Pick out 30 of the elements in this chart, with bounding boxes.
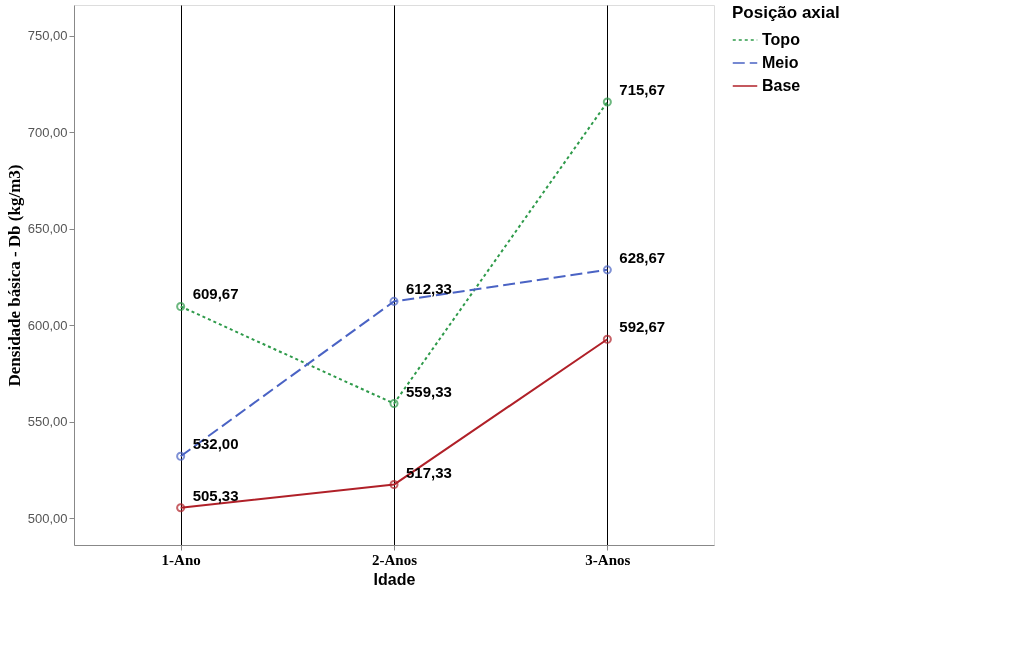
- x-tick-label: 3-Anos: [585, 551, 631, 568]
- data-label: 592,67: [619, 318, 666, 336]
- y-axis-title: Densidade básica - Db (kg/m3): [4, 164, 24, 387]
- x-axis-title: Idade: [373, 570, 416, 588]
- data-label: 612,33: [406, 280, 452, 298]
- point: [176, 301, 186, 312]
- x-tick-label: 2-Anos: [371, 551, 418, 568]
- y-tick-label: 700,00: [27, 124, 68, 140]
- y-tick-label: 750,00: [27, 28, 68, 44]
- point: [389, 480, 399, 490]
- point: [602, 265, 612, 275]
- y-tick-label: 600,00: [27, 317, 68, 333]
- point: [602, 97, 612, 107]
- legend-label: Topo: [762, 31, 801, 48]
- data-label: 715,67: [619, 81, 666, 99]
- legend-label: Base: [762, 77, 801, 94]
- data-label: 628,67: [619, 248, 666, 266]
- y-tick-label: 550,00: [27, 414, 68, 430]
- x-tick-label: 1-Ano: [161, 551, 201, 568]
- point: [176, 451, 186, 461]
- point: [389, 399, 399, 409]
- data-label: 559,33: [406, 382, 452, 400]
- legend-label: Meio: [762, 54, 799, 71]
- data-label: 609,67: [192, 285, 239, 303]
- data-label: 532,00: [192, 435, 239, 453]
- data-label: 505,33: [192, 486, 239, 504]
- legend-title: Posição axial: [732, 3, 840, 22]
- y-tick-label: 500,00: [27, 510, 68, 526]
- y-tick-label: 650,00: [27, 221, 68, 237]
- point: [389, 296, 399, 306]
